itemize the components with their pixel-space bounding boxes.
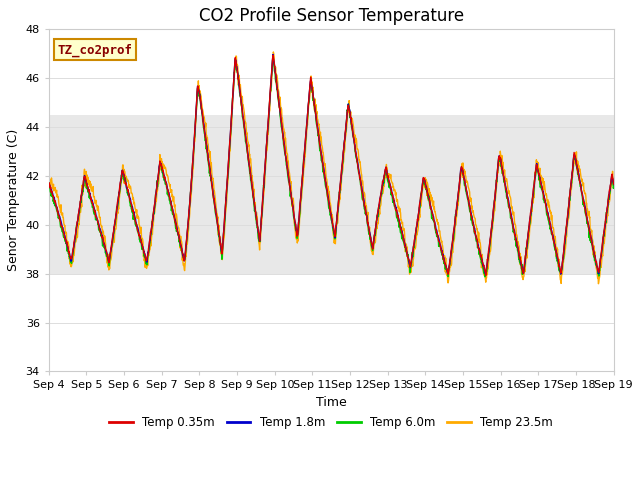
Title: CO2 Profile Sensor Temperature: CO2 Profile Sensor Temperature [198,7,464,25]
X-axis label: Time: Time [316,396,347,409]
Text: TZ_co2prof: TZ_co2prof [57,43,132,57]
Y-axis label: Senor Temperature (C): Senor Temperature (C) [7,129,20,272]
Bar [49,115,614,274]
Legend: Temp 0.35m, Temp 1.8m, Temp 6.0m, Temp 23.5m: Temp 0.35m, Temp 1.8m, Temp 6.0m, Temp 2… [105,411,558,434]
